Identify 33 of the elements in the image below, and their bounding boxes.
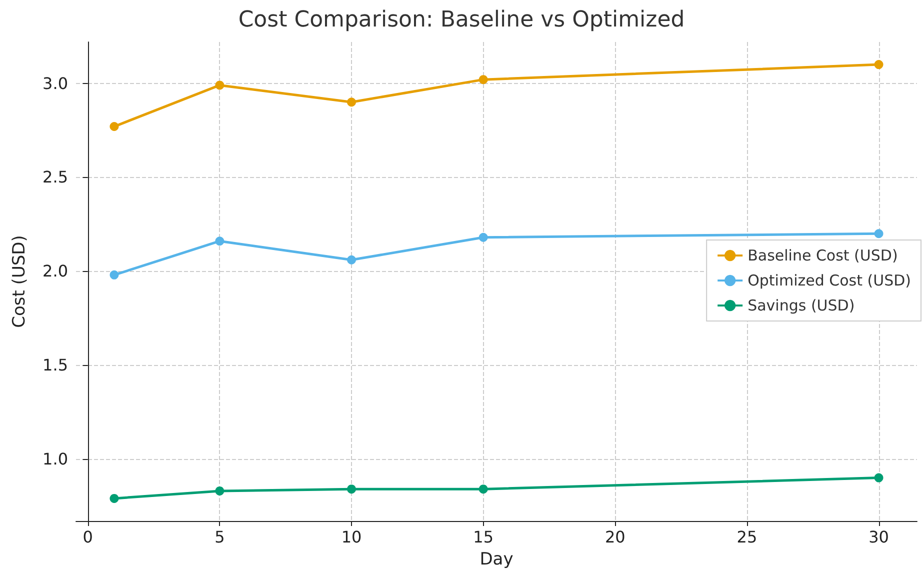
point xyxy=(347,255,356,264)
x-tick-label: 15 xyxy=(473,528,494,546)
x-axis-title: Day xyxy=(480,550,514,570)
point xyxy=(347,484,356,494)
point xyxy=(478,484,488,494)
point xyxy=(110,270,119,280)
point xyxy=(874,60,884,70)
legend-label: Optimized Cost (USD) xyxy=(748,272,912,290)
y-tick-label: 2.5 xyxy=(42,168,68,187)
y-axis-title: Cost (USD) xyxy=(10,235,30,328)
point xyxy=(478,232,488,242)
x-tick-label: 25 xyxy=(736,528,758,546)
x-tick-label: 5 xyxy=(214,528,225,546)
y-tick-label: 1.0 xyxy=(42,450,68,469)
point xyxy=(110,122,119,132)
y-tick-label: 1.5 xyxy=(42,356,68,375)
x-tick-label: 20 xyxy=(604,528,626,546)
x-tick-label: 0 xyxy=(82,528,93,546)
legend-label: Savings (USD) xyxy=(748,296,855,314)
x-tick-label: 10 xyxy=(341,528,362,546)
legend-label: Baseline Cost (USD) xyxy=(748,246,898,264)
y-tick-label: 3.0 xyxy=(42,74,68,93)
point xyxy=(215,486,224,496)
point xyxy=(110,494,119,503)
chart-title: Cost Comparison: Baseline vs Optimized xyxy=(238,8,685,32)
point xyxy=(215,80,224,90)
point xyxy=(478,75,488,84)
point xyxy=(347,98,356,107)
point xyxy=(215,236,224,246)
x-tick-label: 30 xyxy=(868,528,889,546)
point xyxy=(874,229,884,238)
y-tick-label: 2.0 xyxy=(42,262,68,281)
point xyxy=(874,473,884,482)
